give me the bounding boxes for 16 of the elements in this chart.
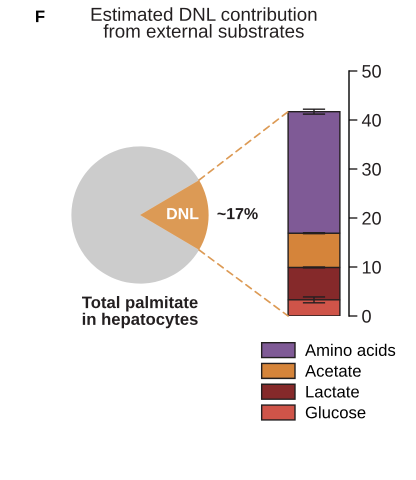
y-tick-label: 30 — [362, 162, 381, 176]
pie-slice — [71, 146, 200, 284]
y-tick-label: 40 — [362, 114, 381, 127]
legend-label: Amino acids — [305, 344, 396, 356]
y-tick-label: 0 — [362, 310, 371, 323]
chart-title: Estimated DNL contribution from external substrates — [92, 7, 316, 38]
slice-label: DNL — [167, 208, 198, 220]
y-tick-label: 50 — [362, 64, 381, 78]
legend-label: Glucose — [306, 406, 366, 418]
text: F — [36, 10, 44, 22]
data-label: ~17% — [217, 208, 258, 220]
y-tick-label: 20 — [362, 212, 381, 225]
text: Total palmitate in hepatocytes — [82, 296, 198, 328]
y-tick-label: 10 — [362, 260, 381, 274]
legend-label: Lactate — [306, 386, 359, 398]
legend-label: Acetate — [305, 365, 361, 377]
